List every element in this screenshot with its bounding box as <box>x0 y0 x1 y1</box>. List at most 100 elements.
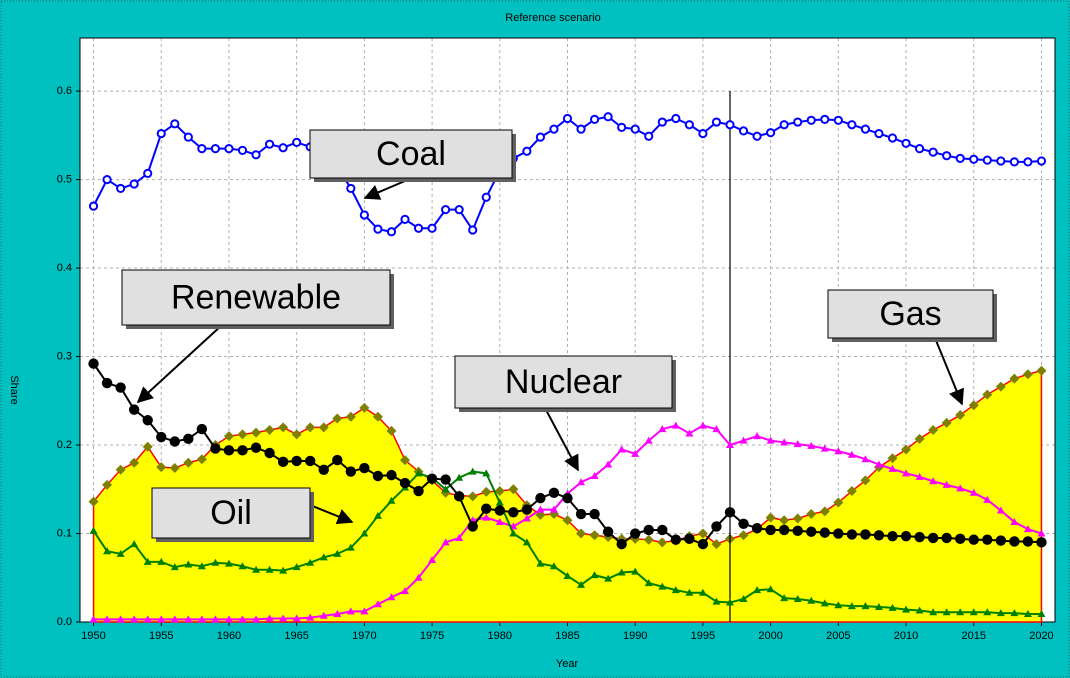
point <box>427 223 437 233</box>
point <box>657 117 667 127</box>
point <box>400 214 410 224</box>
point <box>414 469 423 477</box>
x-tick-label: 2000 <box>758 630 782 642</box>
point <box>278 143 288 153</box>
point <box>697 538 709 550</box>
point <box>170 563 179 571</box>
point <box>996 609 1005 617</box>
point <box>630 528 641 539</box>
point <box>440 474 451 485</box>
point <box>103 615 112 623</box>
point <box>834 601 843 609</box>
point <box>698 588 707 596</box>
point <box>428 556 437 564</box>
annotation-arrow <box>544 407 579 472</box>
point <box>983 495 992 503</box>
point <box>562 113 573 124</box>
point <box>265 565 274 573</box>
point <box>725 120 735 130</box>
point <box>792 513 803 524</box>
point <box>346 607 355 615</box>
point <box>333 610 342 618</box>
point <box>481 192 491 202</box>
point <box>670 534 682 545</box>
point <box>888 464 897 472</box>
point <box>130 615 139 623</box>
point <box>874 602 883 610</box>
point <box>1010 518 1019 526</box>
point <box>887 453 898 464</box>
point <box>196 454 207 465</box>
point <box>739 436 748 444</box>
point <box>306 558 315 566</box>
point <box>861 455 870 463</box>
point <box>834 447 843 455</box>
y-tick-label: 0.2 <box>57 439 72 451</box>
point <box>860 124 871 134</box>
point <box>766 585 775 593</box>
y-tick-label: 0.4 <box>57 262 72 274</box>
point <box>128 404 140 415</box>
x-tick-label: 2010 <box>894 630 918 642</box>
point <box>183 433 194 445</box>
annotation-text: Nuclear <box>505 363 622 401</box>
point <box>318 422 329 433</box>
point <box>983 608 992 616</box>
point <box>846 529 858 540</box>
point <box>237 429 248 440</box>
point <box>413 485 424 497</box>
point <box>658 425 667 433</box>
point <box>548 487 560 499</box>
x-tick-label: 1965 <box>284 630 308 642</box>
point <box>494 505 505 516</box>
point <box>792 525 803 537</box>
point <box>1010 609 1019 617</box>
point <box>481 503 492 514</box>
point <box>915 606 924 614</box>
point <box>184 615 193 623</box>
point <box>901 444 912 455</box>
point <box>752 131 762 141</box>
point <box>1009 373 1020 384</box>
point <box>616 538 627 550</box>
point <box>820 599 829 607</box>
point <box>143 615 152 623</box>
point <box>793 440 802 448</box>
annotation-box <box>309 129 513 179</box>
point <box>724 507 736 518</box>
point <box>196 423 208 435</box>
point <box>968 534 979 545</box>
point <box>88 201 99 211</box>
point <box>535 132 546 142</box>
point <box>237 445 248 456</box>
point <box>184 560 193 568</box>
point <box>671 113 681 124</box>
point <box>170 615 179 623</box>
point <box>644 131 654 141</box>
point <box>577 478 586 486</box>
point <box>279 614 288 622</box>
point <box>902 469 911 477</box>
point <box>861 602 870 610</box>
point <box>887 133 898 143</box>
point <box>211 558 220 566</box>
point <box>386 425 397 436</box>
point <box>738 518 749 529</box>
y-tick-label: 0.5 <box>57 173 72 185</box>
y-tick-label: 0.1 <box>57 527 72 539</box>
point <box>157 615 166 623</box>
point <box>806 509 817 520</box>
point <box>237 145 248 155</box>
point <box>467 521 478 532</box>
point <box>630 124 640 134</box>
point <box>183 457 194 468</box>
point <box>942 151 952 161</box>
annotation-box <box>454 355 673 409</box>
x-tick-label: 1970 <box>352 630 376 642</box>
point <box>224 144 234 154</box>
point <box>468 467 477 475</box>
point <box>941 417 952 428</box>
point <box>441 485 450 493</box>
point <box>739 594 748 602</box>
